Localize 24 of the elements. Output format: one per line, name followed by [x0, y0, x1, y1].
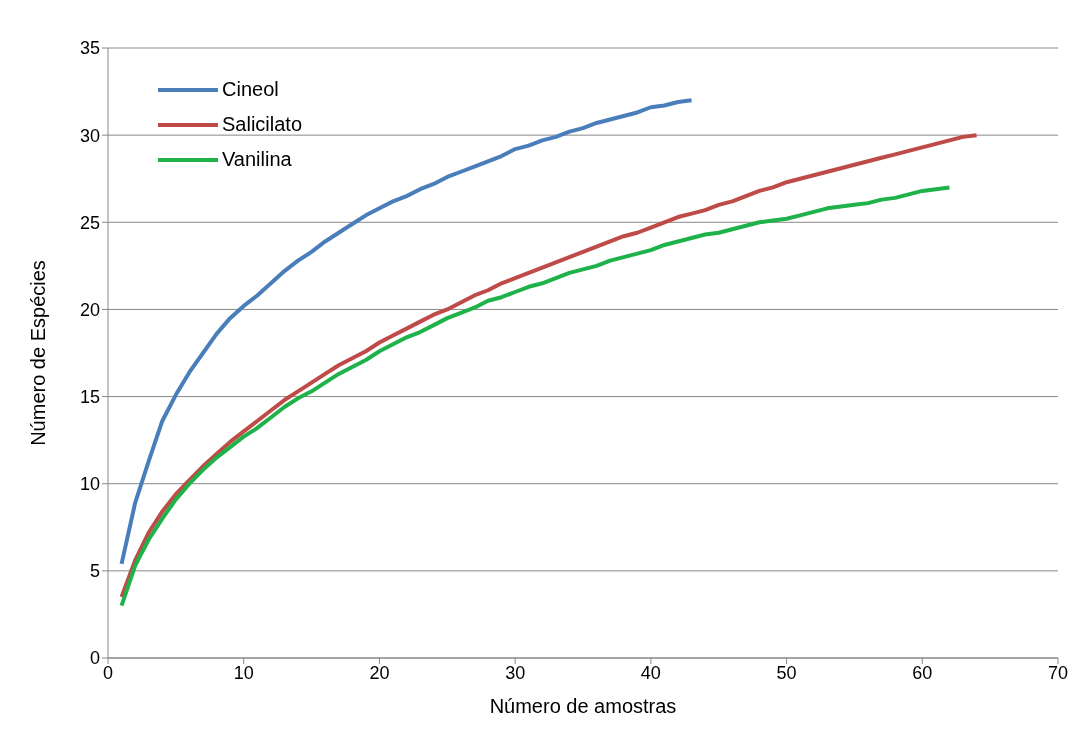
- y-tick-label: 35: [79, 38, 100, 59]
- y-tick-label: 20: [79, 299, 100, 320]
- line-series: [119, 185, 952, 608]
- x-tick-label: 30: [505, 662, 526, 683]
- line-series: [119, 98, 694, 566]
- x-tick-label: 50: [776, 662, 797, 683]
- x-tick-label: 70: [1047, 662, 1069, 683]
- x-tick-label: 0: [102, 662, 114, 683]
- line-series: [119, 133, 979, 599]
- legend-label: Cineol: [222, 78, 279, 101]
- x-tick-label: 40: [640, 662, 661, 683]
- y-tick-label: 5: [89, 561, 100, 582]
- x-tick-label: 10: [233, 662, 254, 683]
- y-tick-label: 10: [79, 474, 100, 495]
- legend-label: Vanilina: [222, 148, 292, 171]
- y-tick-label: 25: [79, 212, 100, 233]
- legend-label: Salicilato: [222, 113, 303, 136]
- y-tick-label: 30: [79, 125, 100, 146]
- y-axis-title: Número de Espécies: [27, 260, 50, 446]
- x-tick-label: 60: [912, 662, 933, 683]
- y-tick-label: 15: [79, 386, 100, 407]
- x-axis-title: Número de amostras: [489, 695, 677, 717]
- x-tick-label: 20: [369, 662, 390, 683]
- y-tick-label: 0: [89, 648, 100, 669]
